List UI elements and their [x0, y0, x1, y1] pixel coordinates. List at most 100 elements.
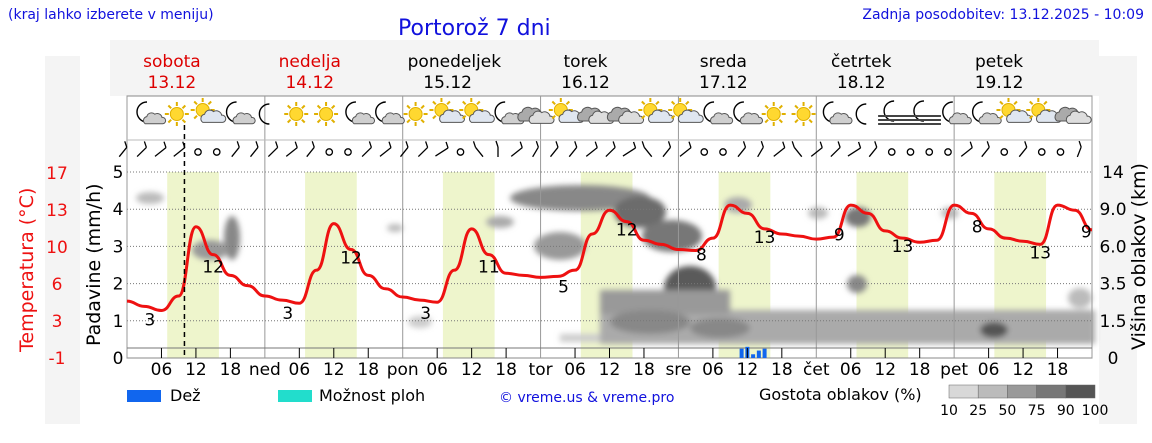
- sun-ray: [655, 100, 660, 106]
- temp-axis-tick: 13: [46, 201, 68, 221]
- cloud-icon: [517, 106, 555, 124]
- sun-disc: [319, 107, 334, 121]
- sun-ray: [1043, 100, 1048, 106]
- sun-ray: [301, 104, 306, 110]
- region-hint[interactable]: (kraj lahko izberete v meniju): [8, 7, 214, 23]
- cloud-shape: [351, 112, 376, 125]
- calm-circle: [719, 148, 727, 156]
- wind-barb: [1076, 146, 1082, 158]
- sun-ray: [181, 104, 187, 110]
- wind-barb: [154, 147, 167, 157]
- storm-legend-label: Možnost ploh: [319, 386, 425, 405]
- wind-barb-flag: [791, 141, 795, 148]
- cloud-axis-tick: 9.0: [1099, 200, 1126, 220]
- sun-ray: [432, 100, 437, 106]
- moon-icon: [855, 103, 867, 125]
- calm-circle: [925, 148, 934, 156]
- sun-disc: [169, 107, 184, 121]
- sun-cloud-icon: [668, 98, 704, 123]
- copyright-link: © vreme.us & vreme.pro: [499, 390, 674, 406]
- sun-cloud-icon: [429, 98, 465, 123]
- density-tick: 75: [1028, 403, 1046, 419]
- sun-ray: [670, 100, 676, 106]
- temp-axis-tick: -1: [49, 349, 66, 369]
- wind-barb-flag: [311, 141, 315, 148]
- sun-ray: [446, 100, 451, 106]
- wind-barb: [1018, 146, 1028, 158]
- sun-ray: [794, 118, 799, 124]
- x-axis-tick: 06: [978, 360, 1000, 380]
- cloud-axis-tick: 6.0: [1099, 237, 1126, 257]
- cloud-patch: [1068, 288, 1092, 308]
- wind-barb: [249, 146, 259, 158]
- wind-barb-flag: [405, 141, 409, 148]
- sun-ray: [1029, 100, 1034, 106]
- sun-cloud-icon: [996, 98, 1033, 123]
- sun-ray: [301, 118, 306, 124]
- day-name: sobota: [143, 52, 201, 72]
- x-axis-tick: 18: [633, 360, 655, 380]
- wind-barb-flag: [857, 141, 862, 149]
- sun-ray: [764, 118, 769, 124]
- sun-icon: [761, 102, 786, 126]
- precip-axis-tick: 5: [113, 163, 124, 183]
- wind-barb: [981, 146, 990, 158]
- moon-cloud-icon: [345, 101, 376, 125]
- temp-value-label: 5: [558, 277, 569, 297]
- calm-circle: [194, 148, 202, 156]
- sun-ray: [1029, 114, 1034, 120]
- x-axis-tick: 12: [737, 360, 759, 380]
- day-name: sreda: [699, 52, 747, 72]
- temp-value-label: 8: [696, 245, 707, 265]
- wind-barb: [136, 147, 147, 157]
- moon-cloud-icon: [971, 101, 1002, 125]
- sun-disc: [766, 107, 781, 121]
- sun-ray: [420, 104, 425, 110]
- wind-barb-flag: [445, 141, 449, 149]
- calm-circle: [944, 148, 952, 156]
- sun-ray: [808, 104, 813, 110]
- precip-axis-tick: 2: [113, 275, 124, 295]
- x-axis-tick: 18: [220, 360, 242, 380]
- wind-barb-flag: [667, 141, 672, 148]
- density-tick: 25: [969, 403, 987, 419]
- cloud-patch: [510, 185, 650, 211]
- cloud-shape: [143, 112, 167, 125]
- wind-barb-flag: [124, 141, 128, 148]
- sun-ray: [167, 104, 172, 110]
- wind-barb: [285, 147, 298, 157]
- wind-barb: [793, 146, 803, 158]
- fog-icon: [907, 100, 941, 125]
- temp-axis-tick: 6: [52, 275, 63, 295]
- wind-barb: [231, 146, 240, 158]
- temp-axis-tick: 10: [46, 238, 68, 258]
- sun-ray: [287, 118, 292, 124]
- wind-barb-flag: [969, 141, 973, 148]
- wind-barb-row: [118, 140, 1082, 158]
- sun-ray: [551, 114, 556, 120]
- sun-ray: [641, 100, 646, 106]
- temp-axis-tick: 17: [46, 164, 68, 184]
- wind-barb-flag: [495, 140, 499, 148]
- x-axis-tick: 18: [357, 360, 379, 380]
- sun-ray: [406, 118, 411, 124]
- wind-barb: [399, 146, 409, 158]
- sun-icon: [314, 102, 339, 126]
- wind-barb: [773, 147, 786, 157]
- wind-barb-flag: [368, 141, 373, 148]
- moon-cloud-icon: [225, 101, 256, 125]
- wind-barb-flag: [294, 141, 298, 148]
- sun-ray: [551, 100, 556, 106]
- sun-ray: [193, 114, 198, 120]
- day-label: petek 19.12: [959, 52, 1039, 94]
- day-name: nedelja: [278, 52, 341, 72]
- wind-barb: [847, 147, 861, 157]
- sun-ray: [316, 118, 322, 124]
- wind-barb: [737, 146, 747, 158]
- wind-barb-flag: [632, 141, 637, 149]
- sun-ray: [316, 104, 322, 110]
- calm-circle: [456, 148, 465, 156]
- cloud-shape: [948, 112, 972, 125]
- rain-bar: [762, 348, 767, 358]
